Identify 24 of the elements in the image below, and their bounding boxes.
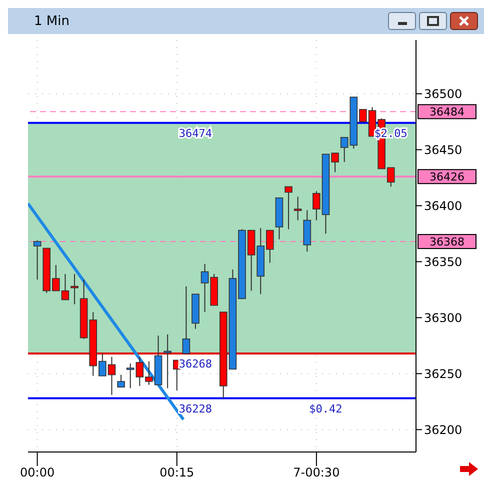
candlestick — [182, 286, 190, 354]
x-tick-label: 7-00:30 — [293, 466, 340, 480]
candlestick — [117, 374, 125, 388]
y-tick-label: 36350 — [424, 254, 462, 269]
candlestick — [70, 273, 78, 305]
candlestick — [294, 196, 302, 221]
y-tick-label: 36300 — [424, 310, 462, 325]
x-tick-label: 00:00 — [20, 466, 55, 480]
annotation: 36474 — [178, 126, 212, 140]
ref-line-label: 36368 — [430, 236, 464, 249]
chart-title: 1 Min — [34, 14, 70, 28]
y-tick-label: 36200 — [424, 422, 462, 437]
y-tick-label: 36400 — [424, 198, 462, 213]
candlestick — [284, 186, 292, 230]
ref-line-label: 36426 — [430, 170, 464, 184]
y-tick-label: 36500 — [424, 87, 462, 101]
candlestick — [164, 334, 172, 389]
y-tick-label: 36250 — [424, 366, 462, 381]
annotation: $0.42 — [309, 402, 342, 416]
ref-line-label: 36484 — [430, 106, 464, 119]
candlestick — [33, 240, 42, 280]
x-tick-label: 00:15 — [160, 466, 194, 480]
y-tick-label: 36450 — [424, 142, 462, 157]
annotation: 36228 — [178, 402, 212, 416]
